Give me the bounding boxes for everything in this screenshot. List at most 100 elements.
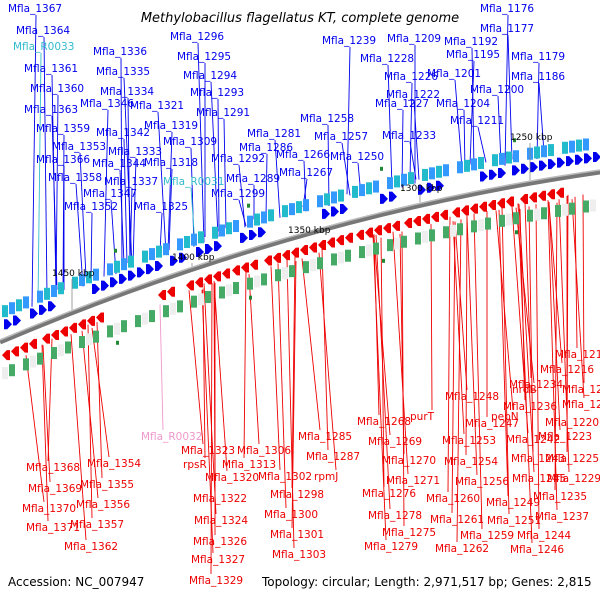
gene-label-mfla-1220[interactable]: Mfla_1220 <box>545 417 599 429</box>
gene-label-mfla-1346[interactable]: Mfla_1346 <box>80 98 134 110</box>
gene-label-mfla-1293[interactable]: Mfla_1293 <box>190 87 244 99</box>
gene-label-mfla-1279[interactable]: Mfla_1279 <box>364 541 418 553</box>
gene-label-mfla-1321[interactable]: Mfla_1321 <box>130 100 184 112</box>
gene-label-mfla-1366[interactable]: Mfla_1366 <box>36 154 90 166</box>
gene-label-mfla-1223[interactable]: Mfla_1223 <box>538 431 592 443</box>
gene-label-mfla-1266[interactable]: Mfla_1266 <box>276 149 330 161</box>
gene-label-mfla-1294[interactable]: Mfla_1294 <box>183 70 237 82</box>
gene-label-mfla-1326[interactable]: Mfla_1326 <box>193 536 247 548</box>
gene-label-mfla-1334[interactable]: Mfla_1334 <box>100 86 154 98</box>
gene-label-rpsr[interactable]: rpsR <box>183 459 207 471</box>
gene-label-mfla-1211[interactable]: Mfla_1211 <box>450 115 504 127</box>
gene-label-mfla-1336[interactable]: Mfla_1336 <box>93 46 147 58</box>
gene-label-mfla-1285[interactable]: Mfla_1285 <box>298 431 352 443</box>
gene-label-mfla-1367[interactable]: Mfla_1367 <box>8 3 62 15</box>
gene-label-mfla-1353[interactable]: Mfla_1353 <box>52 141 106 153</box>
gene-label-mfla-1214[interactable]: Mfla_1214 <box>555 349 600 361</box>
gene-label-mfla-1301[interactable]: Mfla_1301 <box>270 529 324 541</box>
gene-label-mfla-1342[interactable]: Mfla_1342 <box>96 127 150 139</box>
gene-label-mfla-1361[interactable]: Mfla_1361 <box>24 63 78 75</box>
gene-label-mfla-1235[interactable]: Mfla_1235 <box>533 491 587 503</box>
gene-label-mfla-1176[interactable]: Mfla_1176 <box>480 3 534 15</box>
gene-label-mfla-1269[interactable]: Mfla_1269 <box>368 436 422 448</box>
gene-label-mfla-1209[interactable]: Mfla_1209 <box>387 33 441 45</box>
gene-label-mfla-1239[interactable]: Mfla_1239 <box>322 35 376 47</box>
gene-label-mfla-1281[interactable]: Mfla_1281 <box>247 128 301 140</box>
gene-label-mfla-1228[interactable]: Mfla_1228 <box>360 53 414 65</box>
gene-label-mfla-1227[interactable]: Mfla_1227 <box>375 98 429 110</box>
gene-label-mfla-1259[interactable]: Mfla_1259 <box>460 530 514 542</box>
gene-label-nrdb[interactable]: nrdB <box>512 384 537 396</box>
gene-label-mfla-1217[interactable]: Mfla_1217 <box>562 384 600 396</box>
gene-label-mfla-1329[interactable]: Mfla_1329 <box>189 575 243 587</box>
gene-label-mfla-1195[interactable]: Mfla_1195 <box>446 49 500 61</box>
gene-label-mfla-1337[interactable]: Mfla_1337 <box>104 176 158 188</box>
gene-label-mfla-1286[interactable]: Mfla_1286 <box>239 142 293 154</box>
gene-label-mfla-1320[interactable]: Mfla_1320 <box>205 472 259 484</box>
gene-label-mfla-1291[interactable]: Mfla_1291 <box>196 107 250 119</box>
gene-label-mfla-1278[interactable]: Mfla_1278 <box>368 510 422 522</box>
gene-label-mfla-1364[interactable]: Mfla_1364 <box>16 25 70 37</box>
gene-label-mfla-1258[interactable]: Mfla_1258 <box>300 113 354 125</box>
gene-label-mfla-1275[interactable]: Mfla_1275 <box>382 527 436 539</box>
gene-label-mfla-1352[interactable]: Mfla_1352 <box>64 201 118 213</box>
gene-label-mfla-1201[interactable]: Mfla_1201 <box>427 68 481 80</box>
gene-label-mfla-1333[interactable]: Mfla_1333 <box>108 146 162 158</box>
gene-label-mfla-1358[interactable]: Mfla_1358 <box>48 172 102 184</box>
gene-label-mfla-1313[interactable]: Mfla_1313 <box>222 459 276 471</box>
gene-label-mfla-1253[interactable]: Mfla_1253 <box>442 435 496 447</box>
gene-label-mfla-1245[interactable]: Mfla_1245 <box>512 473 566 485</box>
gene-label-mfla-1327[interactable]: Mfla_1327 <box>191 554 245 566</box>
gene-label-mfla-1225[interactable]: Mfla_1225 <box>545 453 599 465</box>
gene-label-pepn[interactable]: pepN <box>491 411 519 423</box>
gene-label-mfla-1368[interactable]: Mfla_1368 <box>26 462 80 474</box>
gene-label-mfla-1319[interactable]: Mfla_1319 <box>144 120 198 132</box>
gene-label-mfla-1362[interactable]: Mfla_1362 <box>64 541 118 553</box>
gene-label-mfla-1355[interactable]: Mfla_1355 <box>80 479 134 491</box>
gene-label-mfla-1322[interactable]: Mfla_1322 <box>193 493 247 505</box>
gene-label-mfla-1237[interactable]: Mfla_1237 <box>535 511 589 523</box>
gene-label-mfla-1287[interactable]: Mfla_1287 <box>306 451 360 463</box>
gene-label-mfla-1268[interactable]: Mfla_1268 <box>357 416 411 428</box>
gene-label-mfla-1303[interactable]: Mfla_1303 <box>272 549 326 561</box>
gene-label-mfla-1370[interactable]: Mfla_1370 <box>22 503 76 515</box>
gene-label-mfla-1323[interactable]: Mfla_1323 <box>181 445 235 457</box>
gene-label-mfla-1318[interactable]: Mfla_1318 <box>144 157 198 169</box>
gene-label-mfla-1251[interactable]: Mfla_1251 <box>487 515 541 527</box>
gene-label-mfla-1296[interactable]: Mfla_1296 <box>170 31 224 43</box>
gene-label-mfla-r0033[interactable]: Mfla_R0033 <box>13 41 74 53</box>
gene-label-mfla-1276[interactable]: Mfla_1276 <box>362 488 416 500</box>
gene-label-mfla-1325[interactable]: Mfla_1325 <box>134 201 188 213</box>
gene-label-mfla-1248[interactable]: Mfla_1248 <box>445 391 499 403</box>
gene-label-mfla-1357[interactable]: Mfla_1357 <box>70 519 124 531</box>
gene-label-mfla-1271[interactable]: Mfla_1271 <box>386 475 440 487</box>
gene-label-mfla-1270[interactable]: Mfla_1270 <box>382 455 436 467</box>
gene-label-mfla-1234[interactable]: Mfla_1234 <box>509 379 563 391</box>
gene-label-mfla-1335[interactable]: Mfla_1335 <box>96 66 150 78</box>
gene-label-mfla-1347[interactable]: Mfla_1347 <box>83 188 137 200</box>
gene-label-mfla-1299[interactable]: Mfla_1299 <box>211 188 265 200</box>
gene-label-mfla-1246[interactable]: Mfla_1246 <box>510 544 564 556</box>
gene-label-mfla-1309[interactable]: Mfla_1309 <box>163 136 217 148</box>
gene-label-mfla-r0031[interactable]: Mfla_R0031 <box>163 176 224 188</box>
gene-label-mfla-1369[interactable]: Mfla_1369 <box>28 483 82 495</box>
gene-label-mfla-1243[interactable]: Mfla_1243 <box>511 453 565 465</box>
gene-label-mfla-1222[interactable]: Mfla_1222 <box>386 89 440 101</box>
gene-label-rpmj[interactable]: rpmJ <box>314 471 338 483</box>
gene-label-mfla-1262[interactable]: Mfla_1262 <box>435 543 489 555</box>
gene-label-mfla-r0032[interactable]: Mfla_R0032 <box>141 431 202 443</box>
gene-label-mfla-1257[interactable]: Mfla_1257 <box>314 131 368 143</box>
gene-label-mfla-1242[interactable]: Mfla_1242 <box>506 434 560 446</box>
gene-label-mfla-1371[interactable]: Mfla_1371 <box>26 522 80 534</box>
gene-label-mfla-1356[interactable]: Mfla_1356 <box>76 499 130 511</box>
gene-label-mfla-1219[interactable]: Mfla_1219 <box>562 399 600 411</box>
gene-label-mfla-1306[interactable]: Mfla_1306 <box>237 445 291 457</box>
gene-label-mfla-1254[interactable]: Mfla_1254 <box>444 456 498 468</box>
gene-label-mfla-1344[interactable]: Mfla_1344 <box>92 158 146 170</box>
gene-label-mfla-1247[interactable]: Mfla_1247 <box>465 418 519 430</box>
gene-label-mfla-1359[interactable]: Mfla_1359 <box>36 123 90 135</box>
gene-label-purt[interactable]: purT <box>410 411 435 423</box>
gene-label-mfla-1200[interactable]: Mfla_1200 <box>470 84 524 96</box>
gene-label-mfla-1192[interactable]: Mfla_1192 <box>444 36 498 48</box>
gene-label-mfla-1289[interactable]: Mfla_1289 <box>226 173 280 185</box>
